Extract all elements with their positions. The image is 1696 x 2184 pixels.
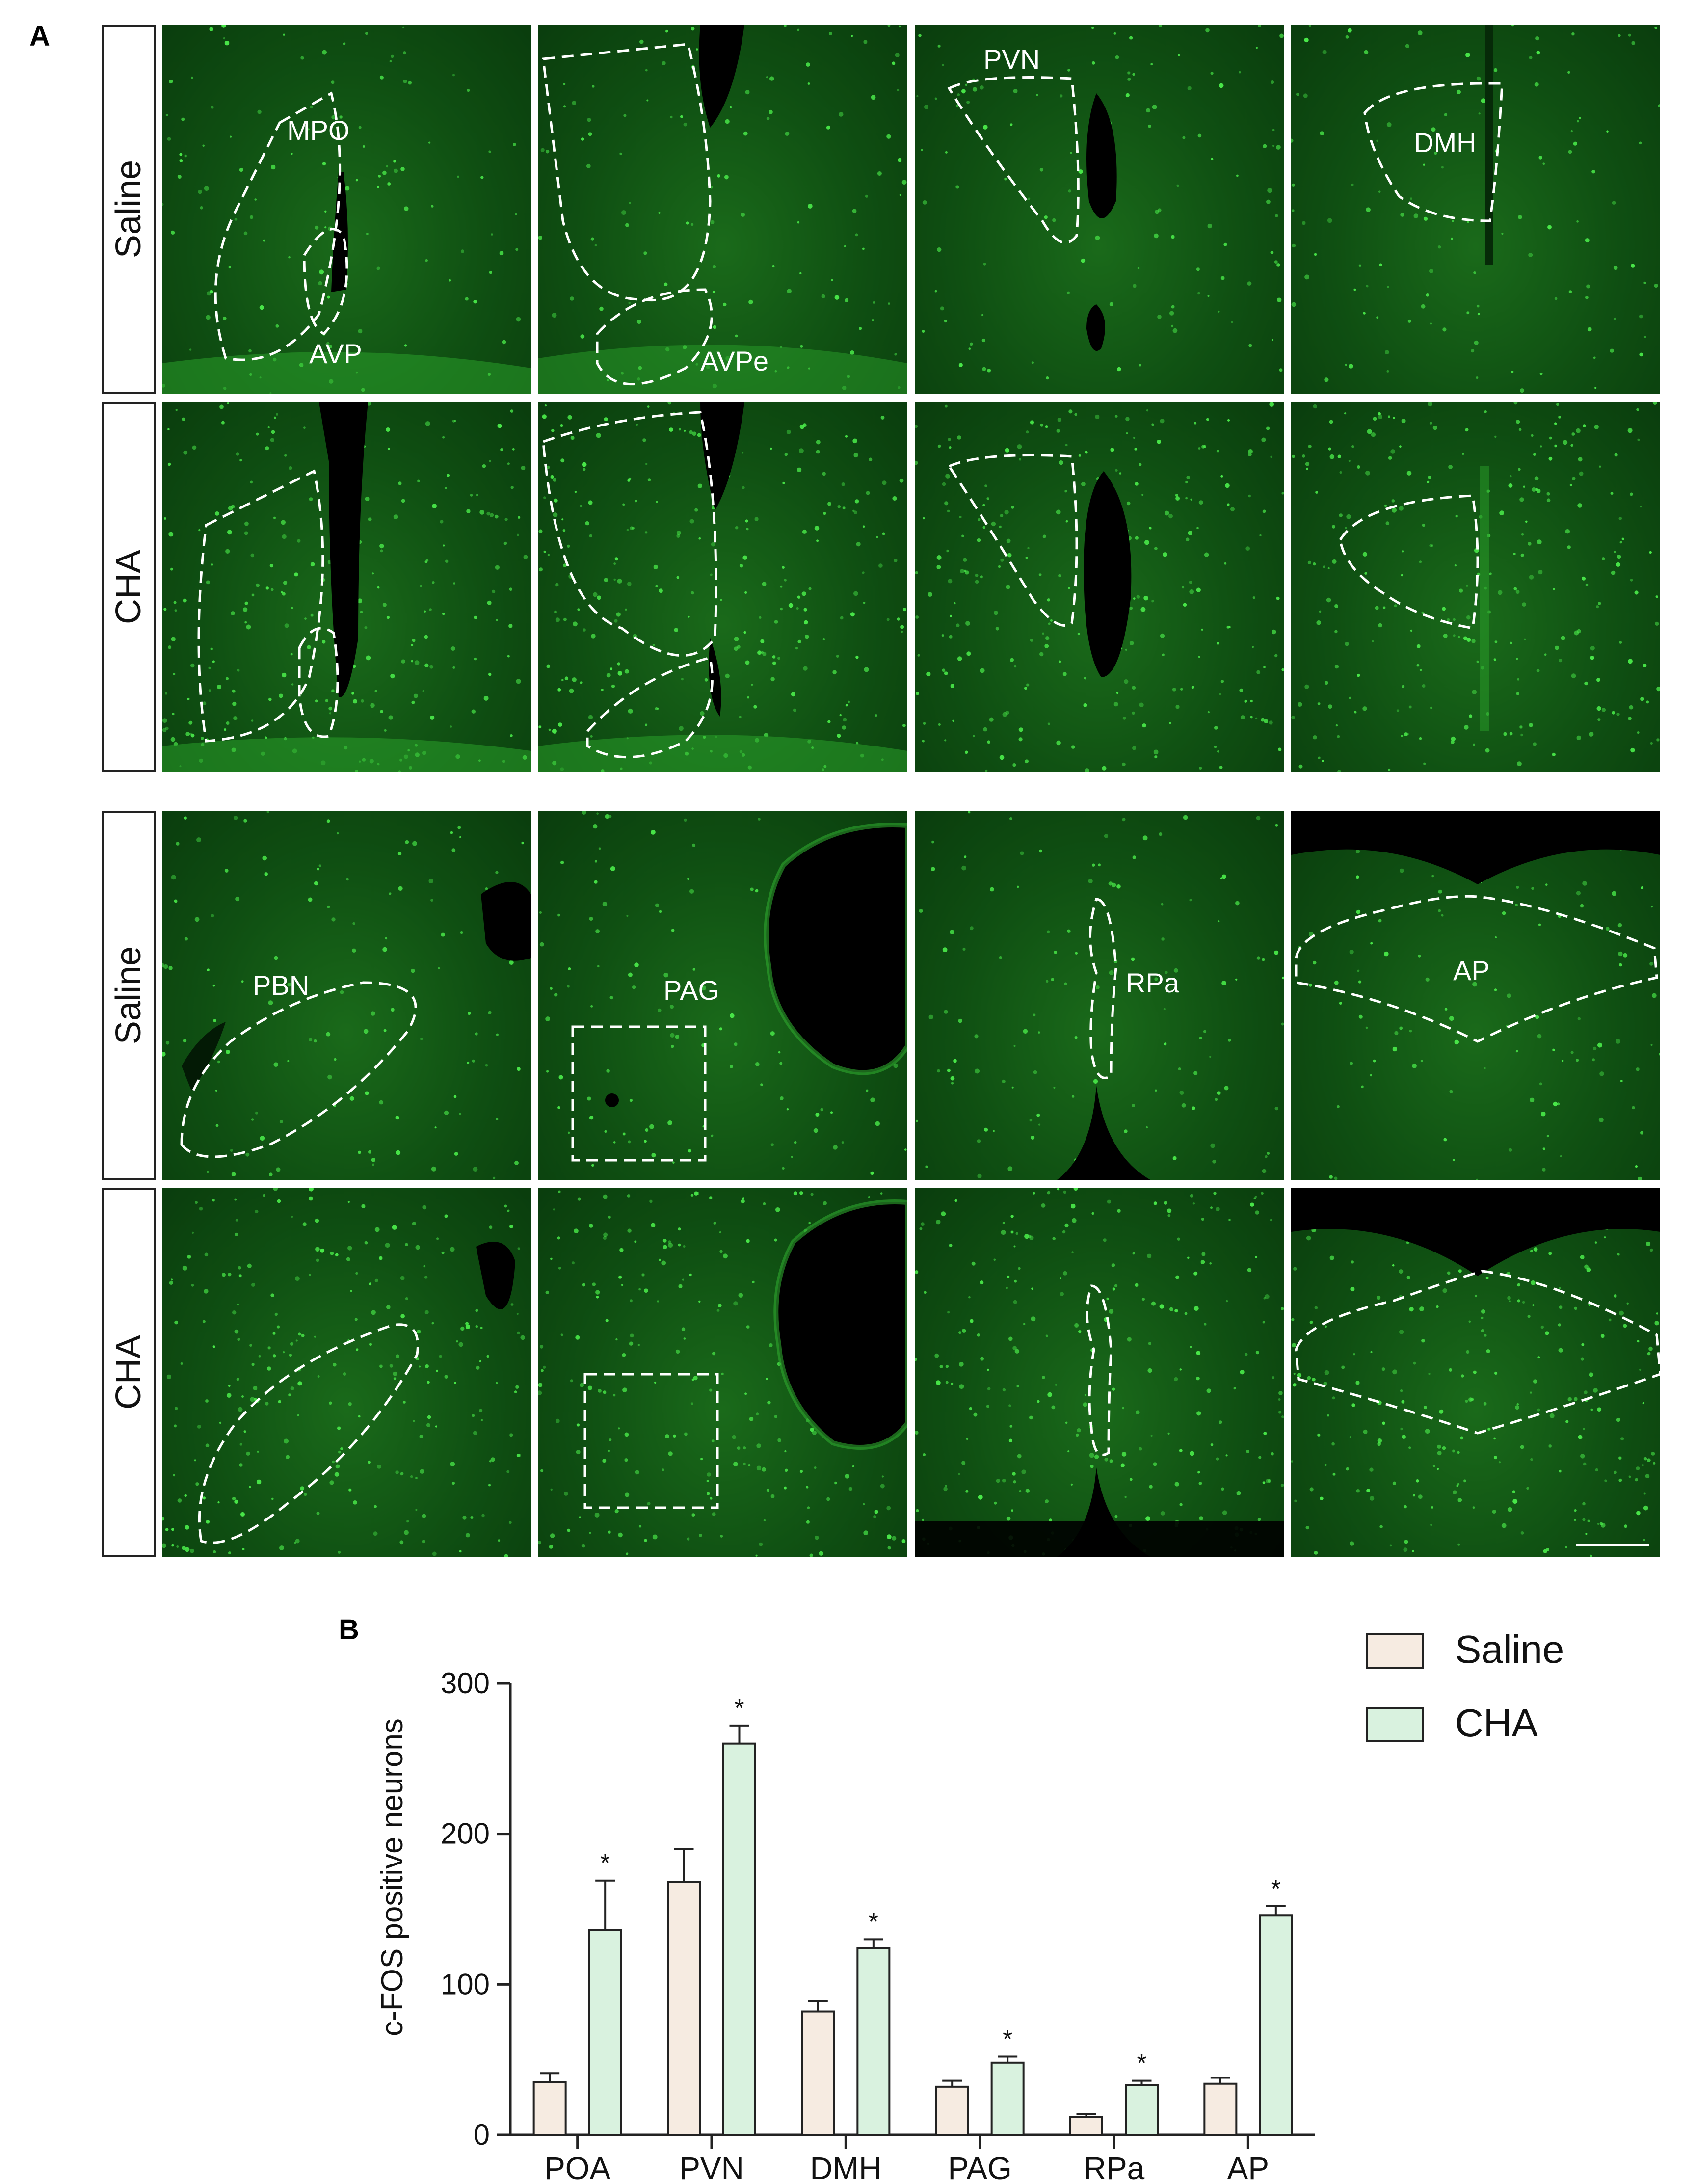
significance-marker: *: [1271, 1875, 1281, 1903]
region-label-pvn: PVN: [983, 44, 1040, 75]
cfos-dots: [916, 25, 1284, 380]
y-tick-label: 0: [474, 2118, 490, 2151]
x-tick-label: PAG: [948, 2151, 1011, 2184]
bar-saline-rpa: [1069, 2116, 1103, 2136]
cfos-dots: [162, 1188, 525, 1557]
row-label-saline-top: Saline: [102, 25, 156, 394]
micrograph-saline-avpe: AVPe: [538, 25, 907, 394]
panel-b-letter: B: [339, 1614, 359, 1646]
cfos-dots: [915, 402, 1284, 772]
row-label-cha-bottom: CHA: [102, 1188, 156, 1557]
micrograph-cha-pbn: [162, 1188, 531, 1557]
legend-label-saline: Saline: [1455, 1627, 1564, 1671]
bar-cha-dmh: [856, 1947, 891, 2136]
bar-cha-ap: [1259, 1914, 1293, 2136]
x-tick-label: PVN: [679, 2151, 744, 2184]
micrograph-saline-pbn: PBN: [162, 811, 531, 1180]
significance-marker: *: [734, 1694, 744, 1723]
cfos-dots: [1291, 402, 1660, 772]
cfos-dots: [916, 811, 1284, 1178]
bar-saline-pag: [935, 2085, 969, 2136]
region-label-avpe: AVPe: [700, 346, 768, 376]
significance-marker: *: [600, 1849, 610, 1878]
region-label-pag: PAG: [663, 975, 719, 1006]
micrograph-saline-pvn: PVN: [915, 25, 1284, 394]
cfos-dots: [538, 402, 906, 772]
legend-swatch-saline: [1366, 1633, 1424, 1669]
significance-marker: *: [1003, 2025, 1012, 2054]
x-tick-label: RPa: [1084, 2151, 1145, 2184]
region-label-avp: AVP: [309, 338, 362, 369]
y-tick-label: 100: [441, 1968, 490, 2000]
micrograph-saline-ap: AP: [1291, 811, 1660, 1180]
bar-saline-ap: [1203, 2082, 1238, 2136]
micrograph-cha-mpo: [162, 402, 531, 772]
bar-cha-pag: [990, 2061, 1025, 2136]
scale-bar: [1576, 1544, 1649, 1546]
x-tick-label: POA: [544, 2151, 610, 2184]
bar-cha-poa: [588, 1929, 622, 2136]
bar-saline-poa: [532, 2081, 567, 2136]
y-axis-label: c-FOS positive neurons: [375, 1718, 409, 2036]
legend-label-cha: CHA: [1455, 1701, 1538, 1745]
micrograph-saline-pag: PAG: [538, 811, 907, 1180]
row-label-cha-top: CHA: [102, 402, 156, 772]
legend-swatch-cha: [1366, 1707, 1424, 1742]
cfos-dots: [1291, 25, 1660, 393]
x-tick-label: DMH: [810, 2151, 881, 2184]
row-label-saline-bottom: Saline: [102, 811, 156, 1180]
micrograph-saline-dmh: DMH: [1291, 25, 1660, 394]
cfos-dots: [162, 811, 530, 1179]
y-tick-label: 200: [441, 1817, 490, 1850]
bar-cha-pvn: [722, 1742, 756, 2136]
bar-saline-dmh: [801, 2010, 835, 2136]
cfos-dots: [539, 811, 907, 1175]
region-label-mpo: MPO: [287, 115, 350, 146]
micrograph-cha-ap: [1291, 1188, 1660, 1557]
micrograph-cha-avpe: [538, 402, 907, 772]
significance-marker: *: [1137, 2050, 1146, 2078]
micrograph-cha-pvn: [915, 402, 1284, 772]
region-label-dmh: DMH: [1414, 127, 1477, 158]
micrograph-cha-pag: [538, 1188, 907, 1557]
panel-a-letter: A: [29, 20, 50, 52]
region-label-pbn: PBN: [253, 970, 309, 1001]
micrograph-cha-dmh: [1291, 402, 1660, 772]
bar-chart: B c-FOS positive neurons 0 100 200 300 * * * *…: [339, 1614, 1564, 2184]
micrograph-saline-rpa: RPa: [915, 811, 1284, 1180]
micrograph-cha-rpa: [915, 1188, 1284, 1557]
x-tick-label: AP: [1227, 2151, 1269, 2184]
region-label-rpa: RPa: [1126, 967, 1180, 998]
micrograph-saline-mpo: MPO AVP: [162, 25, 531, 394]
significance-marker: *: [869, 1908, 878, 1936]
region-label-ap: AP: [1453, 955, 1490, 986]
bar-saline-pvn: [667, 1881, 701, 2136]
bar-cha-rpa: [1125, 2084, 1159, 2136]
y-tick-label: 300: [441, 1667, 490, 1700]
